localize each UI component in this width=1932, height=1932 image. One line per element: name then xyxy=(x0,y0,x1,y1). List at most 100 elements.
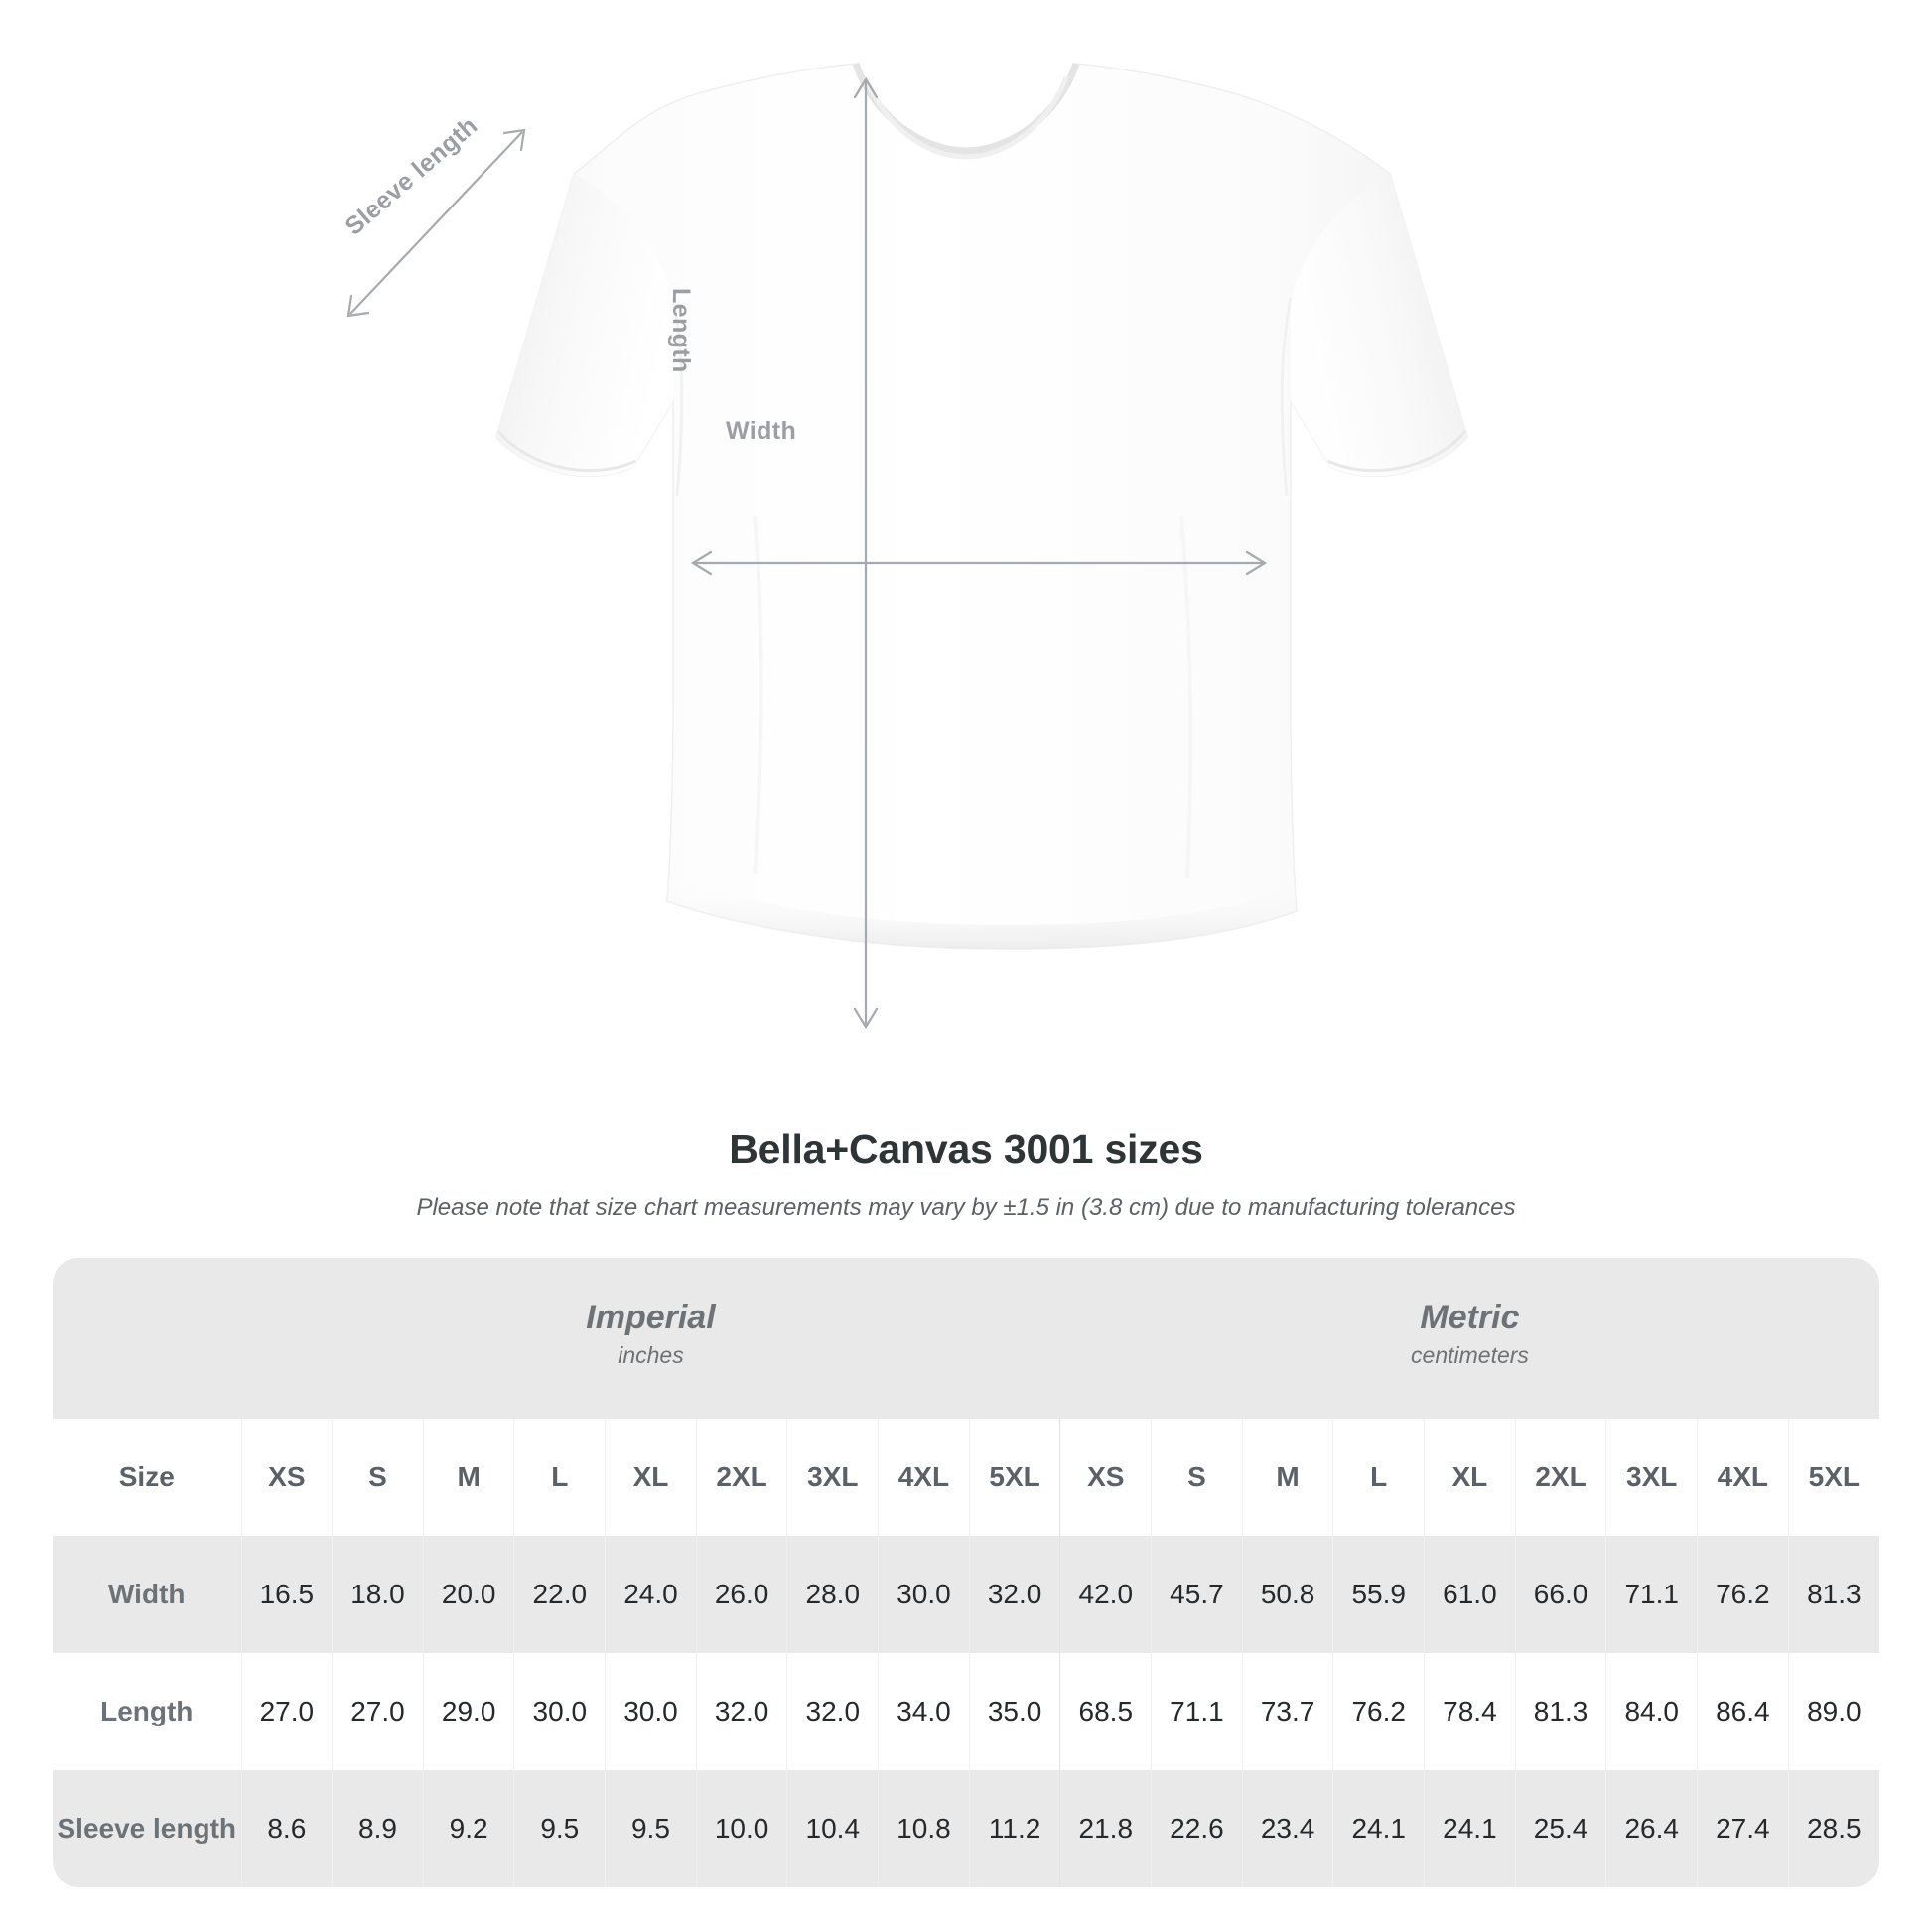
size-col-metric-2xl: 2XL xyxy=(1514,1419,1606,1536)
size-col-imperial-xl: XL xyxy=(605,1419,697,1536)
right-sleeve xyxy=(1291,174,1467,477)
cell-sleeve-imperial-3xl: 10.4 xyxy=(786,1770,879,1887)
cell-sleeve-metric-4xl: 27.4 xyxy=(1697,1770,1789,1887)
left-sleeve xyxy=(496,174,673,477)
size-col-metric-4xl: 4XL xyxy=(1697,1419,1789,1536)
tshirt-illustration: Sleeve length Length Width xyxy=(340,62,1468,1030)
cell-width-imperial-m: 20.0 xyxy=(422,1536,514,1653)
size-table-container: Imperial inches Metric centimeters Size … xyxy=(53,1258,1879,1887)
size-col-metric-xs: XS xyxy=(1059,1419,1152,1536)
cell-length-metric-l: 76.2 xyxy=(1332,1653,1425,1770)
size-col-metric-3xl: 3XL xyxy=(1605,1419,1698,1536)
right-seam xyxy=(1280,297,1293,497)
cell-sleeve-metric-5xl: 28.5 xyxy=(1787,1770,1879,1887)
cell-sleeve-imperial-4xl: 10.8 xyxy=(878,1770,970,1887)
size-col-imperial-4xl: 4XL xyxy=(878,1419,970,1536)
cell-length-metric-xl: 78.4 xyxy=(1424,1653,1516,1770)
size-col-metric-m: M xyxy=(1241,1419,1333,1536)
cell-width-imperial-4xl: 30.0 xyxy=(878,1536,970,1653)
size-col-imperial-xs: XS xyxy=(240,1419,333,1536)
cell-sleeve-metric-xs: 21.8 xyxy=(1059,1770,1152,1887)
size-col-metric-5xl: 5XL xyxy=(1787,1419,1879,1536)
width-arrow-left xyxy=(690,550,713,576)
right-cuff xyxy=(1327,430,1467,473)
unit-header-imperial: Imperial inches xyxy=(241,1258,1060,1419)
cell-width-imperial-xs: 16.5 xyxy=(240,1536,333,1653)
size-col-imperial-3xl: 3XL xyxy=(786,1419,879,1536)
cell-sleeve-imperial-2xl: 10.0 xyxy=(695,1770,787,1887)
cell-sleeve-imperial-5xl: 11.2 xyxy=(968,1770,1060,1887)
cell-length-imperial-4xl: 34.0 xyxy=(878,1653,970,1770)
cell-length-metric-5xl: 89.0 xyxy=(1787,1653,1879,1770)
cell-width-imperial-5xl: 32.0 xyxy=(968,1536,1060,1653)
unit-name-imperial: Imperial xyxy=(586,1299,716,1337)
sleeve-arrow-top xyxy=(502,128,526,152)
width-label: Width xyxy=(726,417,797,445)
cell-width-imperial-s: 18.0 xyxy=(332,1536,424,1653)
cell-length-metric-xs: 68.5 xyxy=(1059,1653,1152,1770)
length-arrow-top xyxy=(853,76,879,99)
cell-sleeve-imperial-m: 9.2 xyxy=(422,1770,514,1887)
shirt-body-group xyxy=(495,63,1468,950)
cell-width-metric-s: 45.7 xyxy=(1151,1536,1243,1653)
size-col-imperial-5xl: 5XL xyxy=(968,1419,1060,1536)
table-row-width: Width 16.5 18.0 20.0 22.0 24.0 26.0 28.0… xyxy=(53,1536,1879,1653)
cell-sleeve-imperial-xl: 9.5 xyxy=(605,1770,697,1887)
size-col-imperial-l: L xyxy=(513,1419,606,1536)
row-label-sleeve-length: Sleeve length xyxy=(53,1770,241,1887)
sleeve-arrow-bottom xyxy=(346,294,370,318)
bottom-hem xyxy=(667,874,1297,949)
unit-header-metric: Metric centimeters xyxy=(1059,1258,1879,1419)
cell-sleeve-imperial-s: 8.9 xyxy=(332,1770,424,1887)
cell-length-metric-m: 73.7 xyxy=(1241,1653,1333,1770)
unit-header-row: Imperial inches Metric centimeters xyxy=(53,1258,1879,1419)
cell-length-metric-3xl: 84.0 xyxy=(1605,1653,1698,1770)
tshirt-svg xyxy=(346,62,1468,1030)
length-label: Length xyxy=(667,288,695,373)
cell-width-imperial-2xl: 26.0 xyxy=(695,1536,787,1653)
size-header-row: Size XS S M L XL 2XL 3XL 4XL 5XL XS S M … xyxy=(53,1419,1879,1536)
cell-length-imperial-l: 30.0 xyxy=(513,1653,606,1770)
cell-sleeve-metric-l: 24.1 xyxy=(1332,1770,1425,1887)
title-block: Bella+Canvas 3001 sizes Please note that… xyxy=(0,1112,1932,1222)
cell-sleeve-metric-m: 23.4 xyxy=(1241,1770,1333,1887)
cell-length-imperial-s: 27.0 xyxy=(332,1653,424,1770)
table-row-sleeve-length: Sleeve length 8.6 8.9 9.2 9.5 9.5 10.0 1… xyxy=(53,1770,1879,1887)
length-arrow-bottom xyxy=(853,1007,879,1030)
size-col-imperial-2xl: 2XL xyxy=(695,1419,787,1536)
cell-length-imperial-xl: 30.0 xyxy=(605,1653,697,1770)
size-col-imperial-m: M xyxy=(422,1419,514,1536)
cell-width-metric-xs: 42.0 xyxy=(1059,1536,1152,1653)
size-col-metric-s: S xyxy=(1151,1419,1243,1536)
size-col-metric-l: L xyxy=(1332,1419,1425,1536)
width-arrow-right xyxy=(1245,550,1268,576)
tshirt-diagram: Sleeve length Length Width xyxy=(340,62,1468,1030)
left-cuff xyxy=(496,430,636,473)
cell-sleeve-imperial-l: 9.5 xyxy=(513,1770,606,1887)
size-col-metric-xl: XL xyxy=(1424,1419,1516,1536)
cell-width-imperial-3xl: 28.0 xyxy=(786,1536,879,1653)
cell-width-metric-l: 55.9 xyxy=(1332,1536,1425,1653)
cell-sleeve-metric-2xl: 25.4 xyxy=(1514,1770,1606,1887)
collar-inner xyxy=(863,76,1069,160)
unit-sub-metric: centimeters xyxy=(1411,1342,1529,1369)
sleeve-line xyxy=(349,131,523,315)
left-seam xyxy=(671,297,684,497)
size-col-imperial-s: S xyxy=(332,1419,424,1536)
cell-width-metric-5xl: 81.3 xyxy=(1787,1536,1879,1653)
table-row-length: Length 27.0 27.0 29.0 30.0 30.0 32.0 32.… xyxy=(53,1653,1879,1770)
cell-length-imperial-xs: 27.0 xyxy=(240,1653,333,1770)
unit-name-metric: Metric xyxy=(1420,1299,1520,1337)
cell-width-metric-3xl: 71.1 xyxy=(1605,1536,1698,1653)
cell-width-metric-4xl: 76.2 xyxy=(1697,1536,1789,1653)
cell-width-metric-m: 50.8 xyxy=(1241,1536,1333,1653)
measurement-lines xyxy=(346,76,1268,1030)
cell-length-metric-4xl: 86.4 xyxy=(1697,1653,1789,1770)
cell-sleeve-metric-s: 22.6 xyxy=(1151,1770,1243,1887)
cell-sleeve-imperial-xs: 8.6 xyxy=(240,1770,333,1887)
row-label-width: Width xyxy=(53,1536,241,1653)
cell-width-imperial-l: 22.0 xyxy=(513,1536,606,1653)
page-title: Bella+Canvas 3001 sizes xyxy=(729,1126,1203,1172)
cell-width-metric-xl: 61.0 xyxy=(1424,1536,1516,1653)
